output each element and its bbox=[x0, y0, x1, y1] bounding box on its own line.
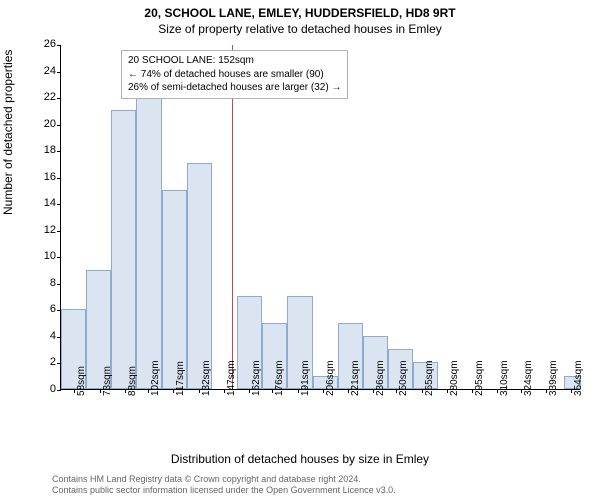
histogram-bar bbox=[111, 110, 136, 389]
ytick-label: 14 bbox=[0, 197, 56, 209]
xtick-label: 191sqm bbox=[300, 360, 311, 396]
annotation-line2: 26% of semi-detached houses are larger (… bbox=[128, 81, 341, 95]
xtick-label: 250sqm bbox=[398, 360, 409, 396]
ytick-mark bbox=[57, 151, 61, 152]
xtick-label: 176sqm bbox=[274, 360, 285, 396]
x-axis-label: Distribution of detached houses by size … bbox=[0, 452, 600, 466]
xtick-label: 221sqm bbox=[350, 360, 361, 396]
xtick-mark bbox=[571, 389, 572, 393]
xtick-label: 324sqm bbox=[523, 360, 534, 396]
xtick-mark bbox=[348, 389, 349, 393]
xtick-mark bbox=[521, 389, 522, 393]
ytick-label: 24 bbox=[0, 65, 56, 77]
ytick-mark bbox=[57, 125, 61, 126]
ytick-label: 2 bbox=[0, 356, 56, 368]
xtick-label: 295sqm bbox=[474, 360, 485, 396]
xtick-mark bbox=[298, 389, 299, 393]
ytick-label: 12 bbox=[0, 224, 56, 236]
ytick-mark bbox=[57, 231, 61, 232]
ytick-mark bbox=[57, 257, 61, 258]
ytick-label: 22 bbox=[0, 91, 56, 103]
xtick-mark bbox=[224, 389, 225, 393]
xtick-label: 339sqm bbox=[548, 360, 559, 396]
xtick-label: 206sqm bbox=[325, 360, 336, 396]
ytick-label: 18 bbox=[0, 144, 56, 156]
xtick-mark bbox=[472, 389, 473, 393]
annotation-line1: ← 74% of detached houses are smaller (90… bbox=[128, 68, 341, 82]
ytick-label: 10 bbox=[0, 250, 56, 262]
histogram-bar bbox=[187, 163, 212, 389]
ytick-mark bbox=[57, 45, 61, 46]
xtick-label: 117sqm bbox=[175, 361, 186, 396]
xtick-mark bbox=[373, 389, 374, 393]
xtick-mark bbox=[249, 389, 250, 393]
xtick-mark bbox=[125, 389, 126, 393]
xtick-label: 280sqm bbox=[449, 360, 460, 396]
ytick-mark bbox=[57, 284, 61, 285]
xtick-label: 73sqm bbox=[102, 366, 113, 396]
xtick-mark bbox=[546, 389, 547, 393]
ytick-label: 0 bbox=[0, 383, 56, 395]
xtick-mark bbox=[422, 389, 423, 393]
xtick-label: 88sqm bbox=[127, 366, 138, 396]
xtick-mark bbox=[199, 389, 200, 393]
annotation-box: 20 SCHOOL LANE: 152sqm ← 74% of detached… bbox=[121, 50, 348, 99]
plot-area: 20 SCHOOL LANE: 152sqm ← 74% of detached… bbox=[60, 45, 580, 390]
chart-subtitle: Size of property relative to detached ho… bbox=[0, 22, 600, 36]
footer-line1: Contains HM Land Registry data © Crown c… bbox=[52, 474, 396, 485]
ytick-label: 16 bbox=[0, 171, 56, 183]
xtick-label: 147sqm bbox=[226, 360, 237, 396]
xtick-mark bbox=[323, 389, 324, 393]
ytick-label: 26 bbox=[0, 38, 56, 50]
xtick-label: 102sqm bbox=[150, 360, 161, 396]
xtick-label: 310sqm bbox=[499, 360, 510, 396]
xtick-mark bbox=[447, 389, 448, 393]
annotation-title: 20 SCHOOL LANE: 152sqm bbox=[128, 54, 341, 68]
xtick-label: 354sqm bbox=[573, 360, 584, 396]
xtick-mark bbox=[100, 389, 101, 393]
ytick-label: 8 bbox=[0, 277, 56, 289]
ytick-mark bbox=[57, 390, 61, 391]
ytick-mark bbox=[57, 204, 61, 205]
ytick-label: 4 bbox=[0, 330, 56, 342]
footer-line2: Contains public sector information licen… bbox=[52, 485, 396, 496]
histogram-bar bbox=[162, 190, 187, 389]
ytick-label: 6 bbox=[0, 303, 56, 315]
xtick-label: 265sqm bbox=[424, 360, 435, 396]
ytick-mark bbox=[57, 178, 61, 179]
ytick-mark bbox=[57, 98, 61, 99]
xtick-label: 132sqm bbox=[201, 360, 212, 396]
xtick-mark bbox=[497, 389, 498, 393]
chart-title: 20, SCHOOL LANE, EMLEY, HUDDERSFIELD, HD… bbox=[0, 6, 600, 20]
xtick-label: 58sqm bbox=[76, 366, 87, 396]
histogram-bar bbox=[136, 97, 161, 389]
chart-footer: Contains HM Land Registry data © Crown c… bbox=[52, 474, 396, 497]
chart-container: 20, SCHOOL LANE, EMLEY, HUDDERSFIELD, HD… bbox=[0, 0, 600, 500]
xtick-label: 162sqm bbox=[251, 360, 262, 396]
ytick-mark bbox=[57, 72, 61, 73]
ytick-label: 20 bbox=[0, 118, 56, 130]
xtick-label: 236sqm bbox=[375, 360, 386, 396]
